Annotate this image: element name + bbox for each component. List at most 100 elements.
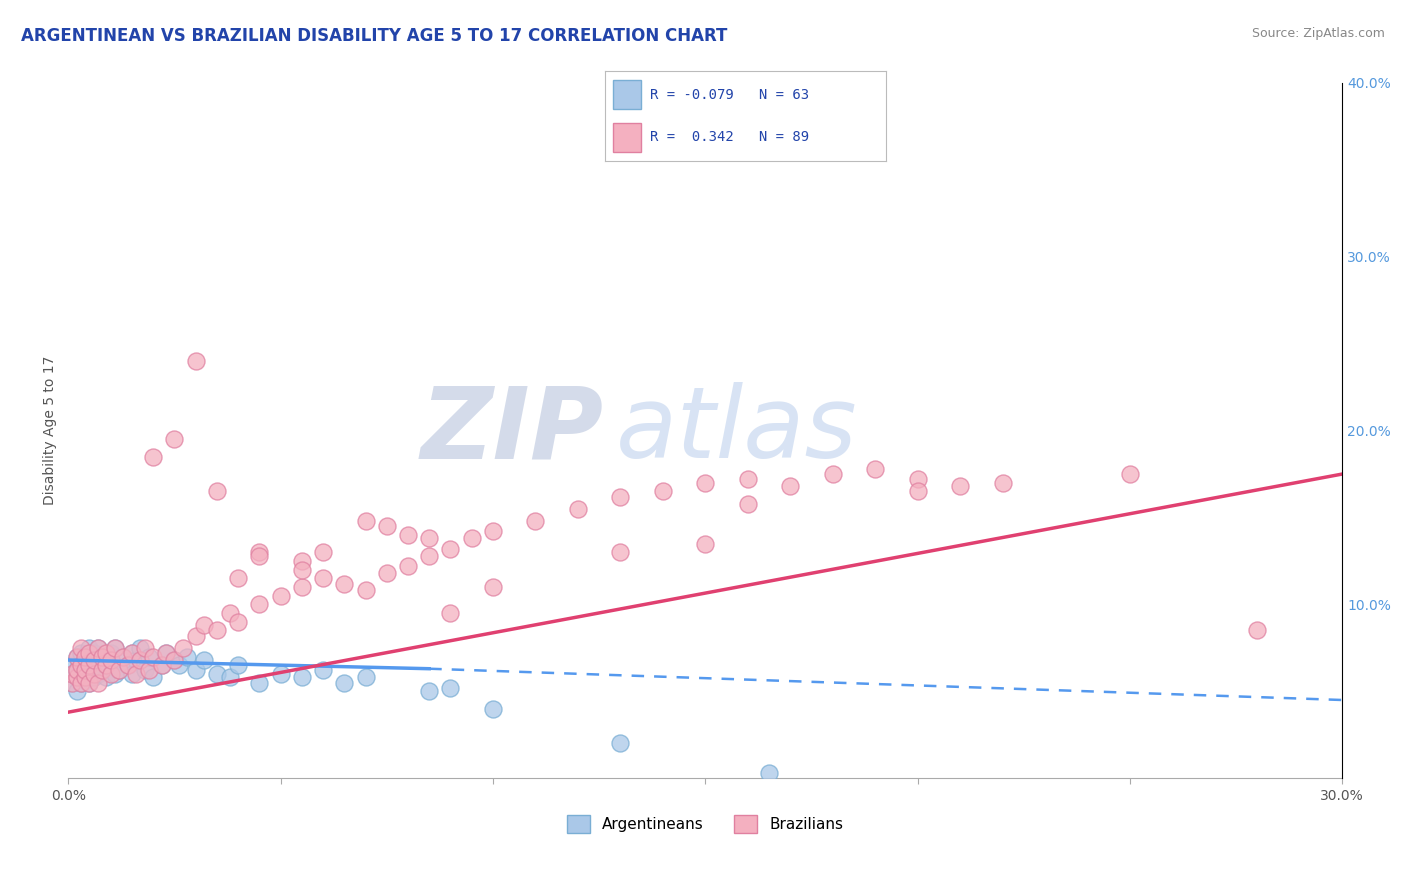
Point	[333, 675, 356, 690]
Point	[125, 653, 148, 667]
Point	[142, 450, 165, 464]
Point	[193, 653, 215, 667]
Point	[312, 664, 335, 678]
Point	[163, 653, 186, 667]
Point	[312, 571, 335, 585]
Point	[396, 559, 419, 574]
Point	[150, 658, 173, 673]
Point	[66, 664, 89, 678]
Point	[87, 667, 110, 681]
Point	[108, 664, 131, 678]
Point	[651, 484, 673, 499]
Point	[354, 670, 377, 684]
Point	[66, 664, 89, 678]
Point	[270, 667, 292, 681]
Text: ZIP: ZIP	[420, 382, 603, 479]
Point	[91, 649, 114, 664]
Point	[91, 664, 114, 678]
Point	[333, 576, 356, 591]
Point	[226, 615, 249, 629]
Point	[66, 684, 89, 698]
Point	[134, 640, 156, 655]
Point	[66, 649, 89, 664]
Point	[609, 490, 631, 504]
Point	[695, 536, 717, 550]
Point	[121, 646, 143, 660]
Text: Source: ZipAtlas.com: Source: ZipAtlas.com	[1251, 27, 1385, 40]
Legend: Argentineans, Brazilians: Argentineans, Brazilians	[567, 814, 844, 833]
Point	[70, 658, 93, 673]
Point	[70, 675, 93, 690]
Point	[176, 649, 198, 664]
Point	[354, 514, 377, 528]
Point	[863, 462, 886, 476]
Point	[567, 501, 589, 516]
Point	[247, 675, 270, 690]
Point	[155, 646, 177, 660]
Point	[83, 653, 105, 667]
Point	[70, 675, 93, 690]
Point	[695, 475, 717, 490]
Point	[193, 618, 215, 632]
Point	[205, 624, 228, 638]
Point	[112, 649, 135, 664]
Point	[83, 667, 105, 681]
Point	[79, 646, 101, 660]
Point	[1246, 624, 1268, 638]
Point	[439, 541, 461, 556]
Point	[83, 670, 105, 684]
Point	[439, 681, 461, 695]
Point	[291, 670, 314, 684]
Text: ARGENTINEAN VS BRAZILIAN DISABILITY AGE 5 TO 17 CORRELATION CHART: ARGENTINEAN VS BRAZILIAN DISABILITY AGE …	[21, 27, 727, 45]
Point	[87, 640, 110, 655]
Point	[184, 354, 207, 368]
Point	[79, 658, 101, 673]
Point	[96, 670, 118, 684]
Point	[87, 675, 110, 690]
Point	[418, 549, 440, 563]
Point	[79, 675, 101, 690]
Point	[134, 664, 156, 678]
Point	[172, 640, 194, 655]
Point	[104, 640, 127, 655]
Point	[163, 432, 186, 446]
Point	[121, 646, 143, 660]
Point	[75, 664, 97, 678]
Point	[125, 667, 148, 681]
Point	[375, 519, 398, 533]
Point	[375, 566, 398, 581]
Text: R = -0.079   N = 63: R = -0.079 N = 63	[650, 87, 808, 102]
Point	[218, 606, 240, 620]
Point	[138, 664, 160, 678]
Point	[949, 479, 972, 493]
Point	[79, 640, 101, 655]
Point	[291, 554, 314, 568]
Point	[100, 646, 122, 660]
Point	[907, 484, 929, 499]
Point	[418, 532, 440, 546]
Point	[62, 675, 84, 690]
Point	[138, 649, 160, 664]
Point	[167, 658, 190, 673]
Point	[155, 646, 177, 660]
Point	[75, 658, 97, 673]
Text: R =  0.342   N = 89: R = 0.342 N = 89	[650, 130, 808, 145]
Point	[91, 649, 114, 664]
Point	[96, 658, 118, 673]
Point	[79, 653, 101, 667]
Point	[75, 649, 97, 664]
Point	[142, 649, 165, 664]
Point	[66, 670, 89, 684]
Point	[96, 646, 118, 660]
Point	[524, 514, 547, 528]
Point	[779, 479, 801, 493]
Point	[247, 598, 270, 612]
Point	[270, 589, 292, 603]
Point	[62, 667, 84, 681]
FancyBboxPatch shape	[613, 123, 641, 152]
Point	[79, 675, 101, 690]
Point	[226, 658, 249, 673]
Point	[100, 667, 122, 681]
Point	[482, 702, 505, 716]
Point	[460, 532, 482, 546]
